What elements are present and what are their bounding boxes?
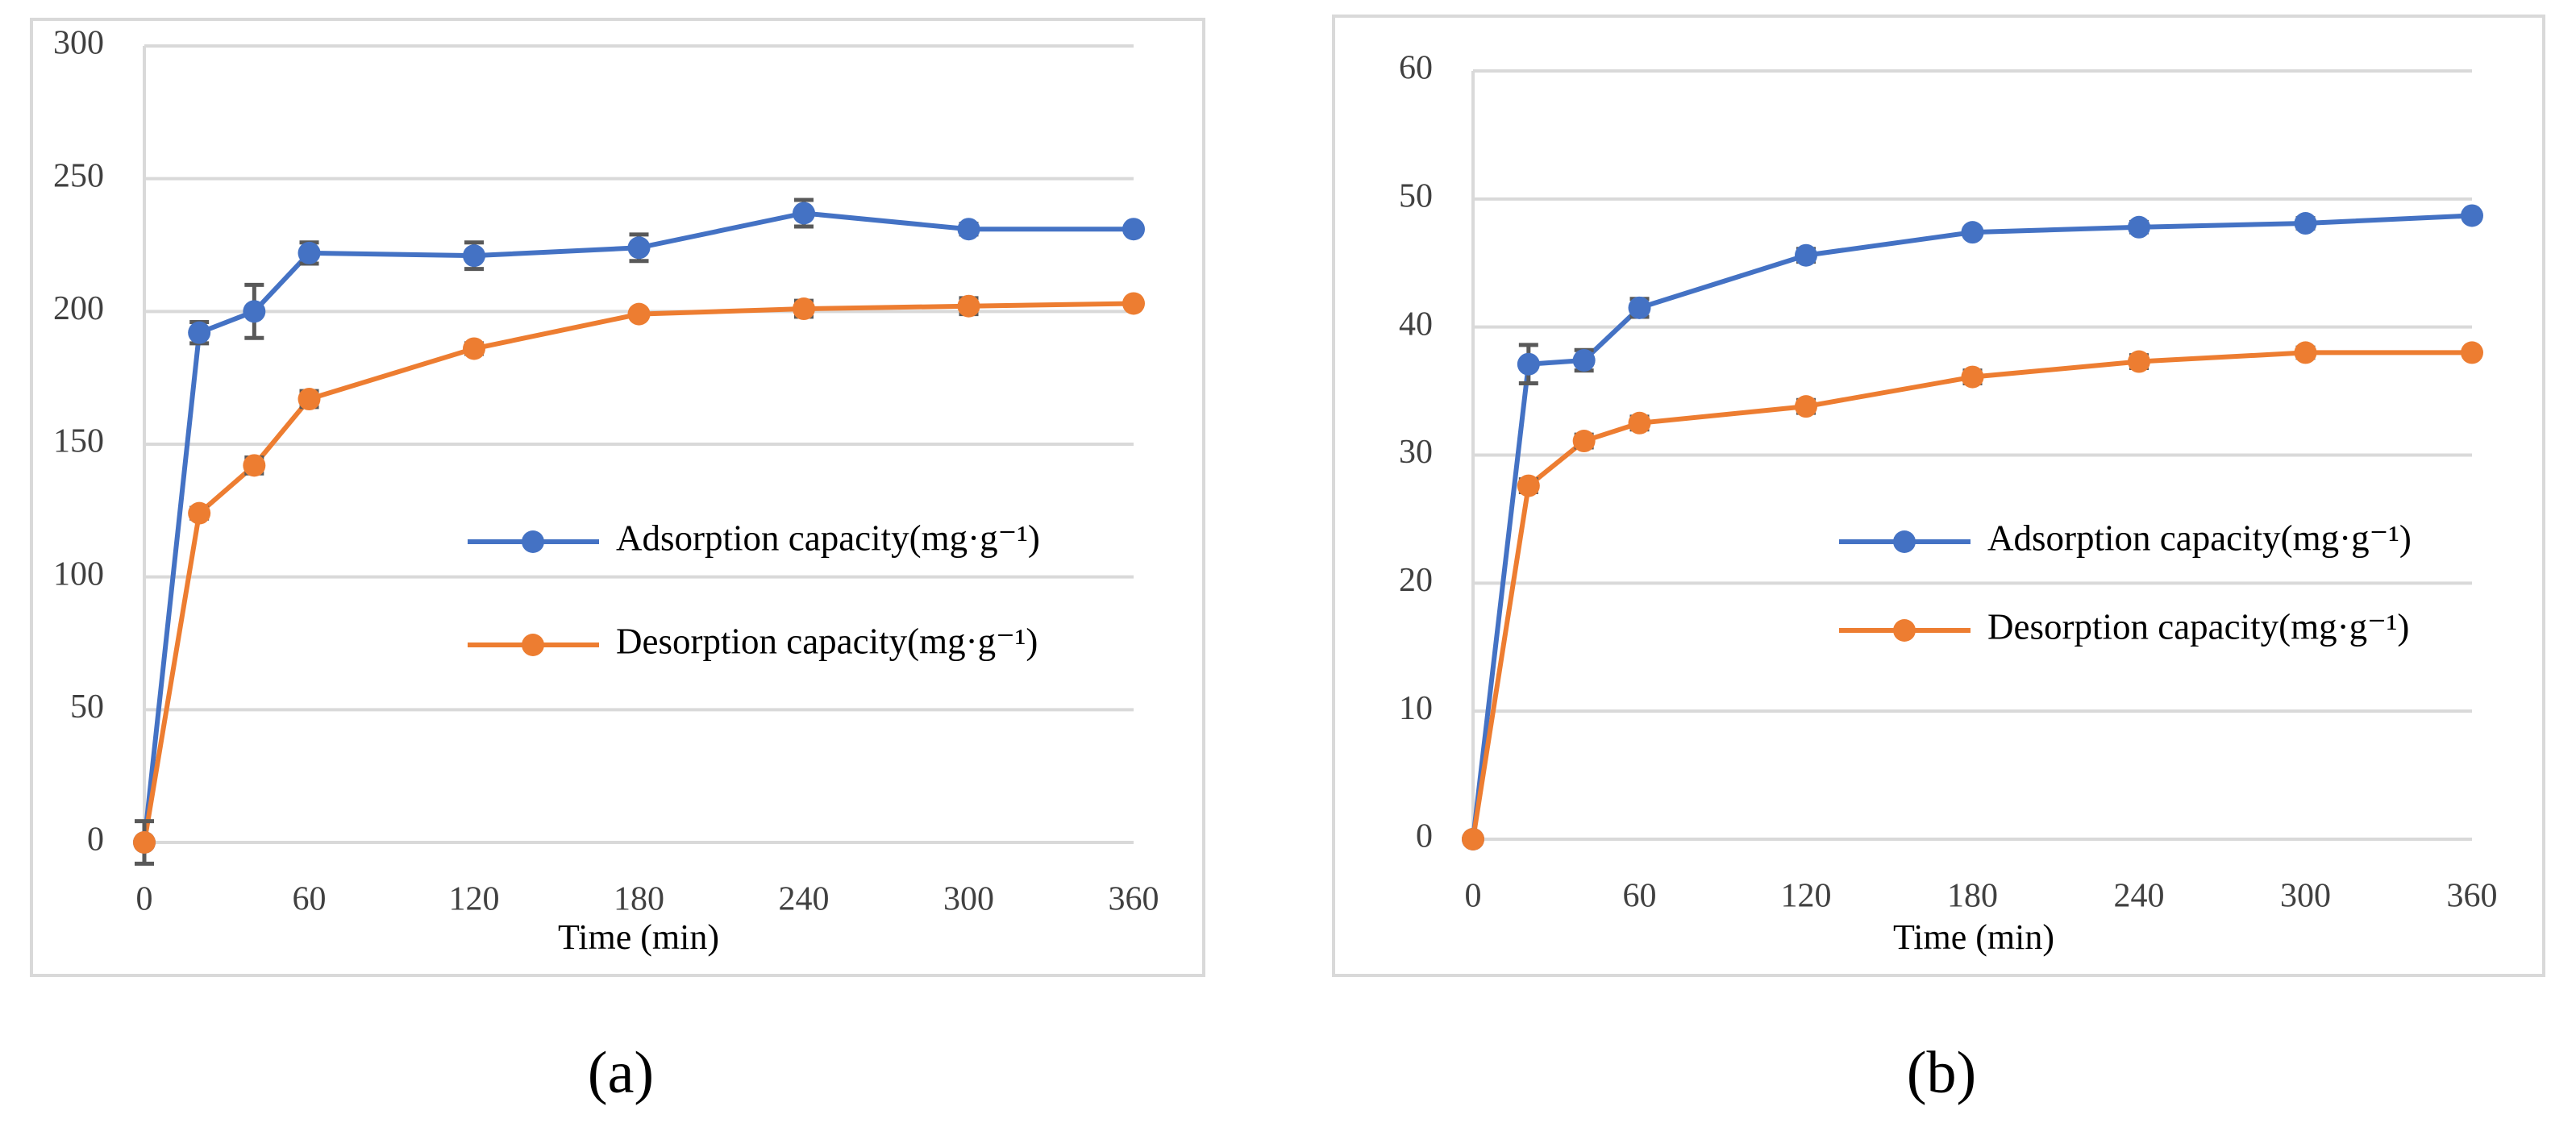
data-point [298,388,321,411]
legend-marker [1893,619,1916,642]
legend-label: Adsorption capacity(mg·g⁻¹) [1987,518,2412,558]
y-tick-label: 0 [87,821,104,859]
legend-label: Adsorption capacity(mg·g⁻¹) [616,518,1040,558]
y-tick-label: 60 [1399,50,1433,87]
y-tick-label: 50 [70,688,104,726]
y-tick-label: 50 [1399,177,1433,214]
data-point [1961,221,1984,244]
data-point [1122,292,1145,315]
y-tick-label: 40 [1399,306,1433,343]
chart-frame [30,18,1205,977]
data-point [188,321,211,344]
data-point [188,501,211,525]
data-point [1795,243,1817,267]
data-point [793,202,815,225]
x-tick-label: 360 [1109,881,1159,918]
data-point [243,300,266,323]
data-point [463,244,485,268]
legend-label: Desorption capacity(mg·g⁻¹) [616,621,1038,661]
series-line [142,301,1134,843]
data-point [2294,341,2317,364]
x-tick-label: 180 [1947,878,1998,915]
legend-marker [1893,530,1916,553]
x-tick-label: 300 [2280,878,2331,915]
data-point [298,241,321,264]
x-tick-label: 240 [2114,878,2165,915]
x-tick-label: 240 [779,881,830,918]
x-tick-label: 120 [1781,878,1832,915]
x-tick-label: 0 [136,881,153,918]
x-tick-label: 60 [1623,878,1657,915]
data-point [957,294,980,318]
data-point [1517,352,1540,376]
chart-frame [1332,15,2545,977]
y-tick-label: 100 [53,555,104,593]
y-tick-label: 250 [53,157,104,194]
data-point [1462,828,1484,850]
data-point [1795,395,1817,418]
data-point [2128,350,2150,373]
data-point [957,218,980,241]
y-tick-label: 300 [53,25,104,62]
data-point [1122,218,1145,241]
panel-label: (a) [588,1040,654,1106]
data-point [2461,341,2483,364]
panel-label: (b) [1907,1040,1976,1106]
data-point [1572,348,1596,372]
data-point [793,297,815,321]
data-point [1517,474,1540,497]
data-point [2461,204,2483,227]
data-point [243,454,266,477]
data-point [2294,212,2317,235]
x-tick-label: 120 [449,881,500,918]
data-point [463,337,485,360]
data-point [1961,365,1984,389]
y-tick-label: 200 [53,290,104,327]
x-tick-label: 180 [614,881,664,918]
x-tick-label: 360 [2447,878,2498,915]
y-tick-label: 30 [1399,434,1433,471]
legend-marker [522,634,544,656]
x-axis-title: Time (min) [558,917,719,957]
data-point [627,236,651,260]
x-axis-title: Time (min) [1893,917,2054,957]
y-tick-label: 0 [1416,818,1433,855]
data-point [2128,215,2150,239]
data-point [1628,411,1651,435]
legend-marker [522,530,544,553]
legend-label: Desorption capacity(mg·g⁻¹) [1987,606,2409,647]
y-tick-label: 150 [53,423,104,460]
data-point [1628,296,1651,319]
data-point [133,831,156,854]
x-tick-label: 0 [1465,878,1482,915]
y-tick-label: 20 [1399,562,1433,599]
series-line [1471,350,2472,840]
x-tick-label: 300 [943,881,994,918]
data-point [627,302,651,326]
x-tick-label: 60 [293,881,327,918]
y-tick-label: 10 [1399,690,1433,727]
data-point [1572,430,1596,453]
